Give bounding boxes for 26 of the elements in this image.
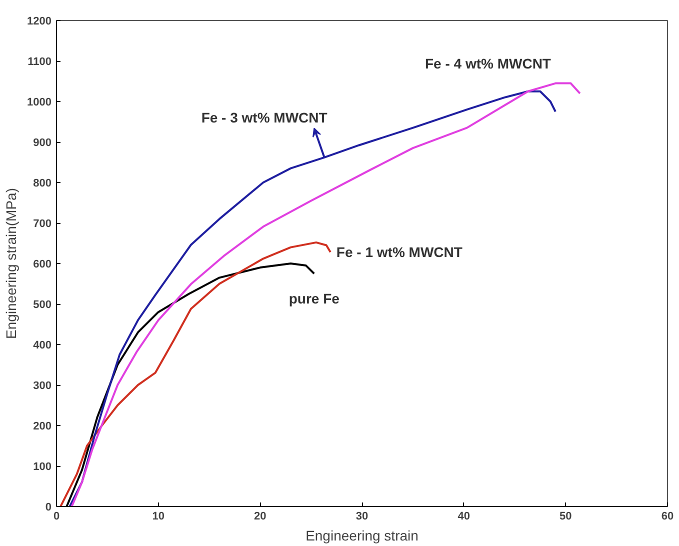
y-tick-label: 400 [33, 340, 52, 352]
x-tick-label: 40 [458, 510, 470, 522]
y-axis-title: Engineering strain(MPa) [3, 188, 20, 339]
y-tick-label: 900 [33, 137, 52, 149]
x-tick-label: 10 [152, 510, 164, 522]
y-tick-label: 300 [33, 380, 52, 392]
x-axis-title: Engineering strain [306, 528, 418, 544]
y-tick-label: 1100 [28, 56, 52, 68]
y-tick-label: 200 [33, 420, 52, 432]
series-label: Fe - 1 wt% MWCNT [336, 244, 463, 260]
series-label: Fe - 4 wt% MWCNT [424, 55, 552, 72]
x-tick-label: 20 [254, 510, 266, 522]
text: Fe - 3 wt% MWCNT [201, 109, 328, 126]
x-tick-label: 30 [356, 510, 368, 522]
y-tick-label: 100 [33, 461, 52, 473]
y-tick-label: 0 [45, 502, 52, 514]
series-label: pure Fe [288, 290, 340, 307]
x-tick-label: 60 [661, 510, 674, 522]
x-tick-label: 50 [560, 510, 572, 522]
y-tick-label: 1200 [27, 16, 52, 28]
y-tick-label: 600 [33, 258, 52, 270]
y-tick-label: 800 [33, 178, 52, 190]
x-tick-label: 0 [53, 510, 60, 522]
y-tick-label: 1000 [27, 96, 52, 108]
y-tick-label: 700 [33, 218, 52, 230]
y-tick-label: 500 [33, 299, 52, 311]
